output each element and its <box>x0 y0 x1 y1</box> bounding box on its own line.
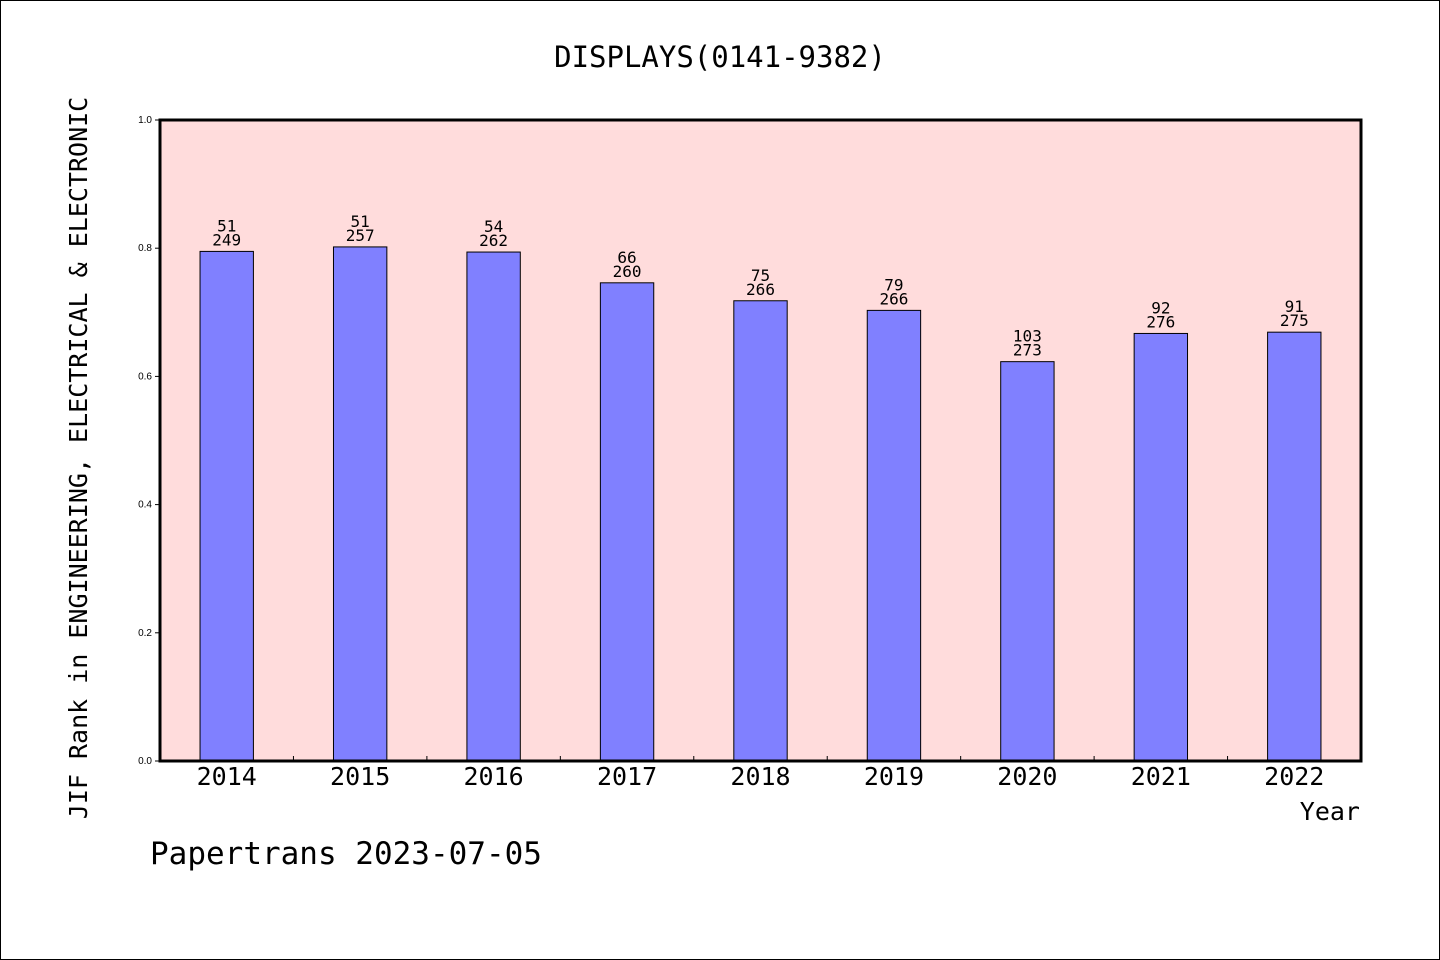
rank-label: 51 <box>351 212 370 231</box>
x-tick-label: 2022 <box>1264 762 1324 791</box>
total-label: 276 <box>1146 312 1175 331</box>
y-axis-label: JIF Rank in ENGINEERING, ELECTRICAL & EL… <box>64 97 93 819</box>
total-label: 262 <box>479 231 508 250</box>
footer-watermark: Papertrans 2023-07-05 <box>150 836 542 872</box>
rank-label: 103 <box>1013 327 1042 346</box>
x-axis-label: Year <box>1300 797 1360 826</box>
rank-label: 79 <box>884 275 903 294</box>
y-tick-label: 0.0 <box>138 756 152 767</box>
y-tick-label: 1.0 <box>138 115 152 126</box>
rank-label: 91 <box>1285 297 1304 316</box>
rank-label: 54 <box>484 217 503 236</box>
y-axis: 0.0 0.2 0.4 0.6 0.8 1.0 <box>138 115 160 767</box>
bar <box>1267 331 1322 762</box>
plot-border <box>158 118 1363 763</box>
y-tick-label: 0.2 <box>138 628 152 639</box>
y-tick-label: 0.4 <box>138 500 152 511</box>
x-tick-label: 2018 <box>730 762 790 791</box>
x-tick-label: 2015 <box>330 762 390 791</box>
y-tick-label: 0.6 <box>138 371 152 382</box>
rank-label: 66 <box>617 248 636 267</box>
bar <box>599 282 655 762</box>
x-tick-label: 2016 <box>464 762 524 791</box>
bar <box>1133 332 1189 762</box>
total-label: 275 <box>1280 311 1309 330</box>
x-tick-label: 2021 <box>1131 762 1191 791</box>
bar <box>199 250 254 762</box>
total-label: 266 <box>746 280 775 299</box>
total-label: 257 <box>346 226 375 245</box>
chart-title: DISPLAYS(0141-9382) <box>554 40 886 74</box>
rank-label: 92 <box>1151 298 1170 317</box>
bar <box>332 246 388 762</box>
bar <box>466 251 521 762</box>
total-label: 249 <box>212 230 241 249</box>
total-label: 273 <box>1013 341 1042 360</box>
bar <box>1000 361 1055 762</box>
bars-group <box>199 246 1322 762</box>
rank-label: 51 <box>217 216 236 235</box>
x-axis: 2014 2015 2016 2017 2018 2019 2020 2021 2022 <box>197 756 1324 791</box>
bar <box>866 309 922 762</box>
x-tick-label: 2020 <box>997 762 1057 791</box>
y-tick-label: 0.8 <box>138 243 152 254</box>
x-tick-label: 2014 <box>197 762 257 791</box>
total-label: 260 <box>613 262 642 281</box>
x-tick-label: 2017 <box>597 762 657 791</box>
bar <box>733 300 788 762</box>
x-tick-label: 2019 <box>864 762 924 791</box>
rank-label: 75 <box>751 266 770 285</box>
total-label: 266 <box>879 289 908 308</box>
